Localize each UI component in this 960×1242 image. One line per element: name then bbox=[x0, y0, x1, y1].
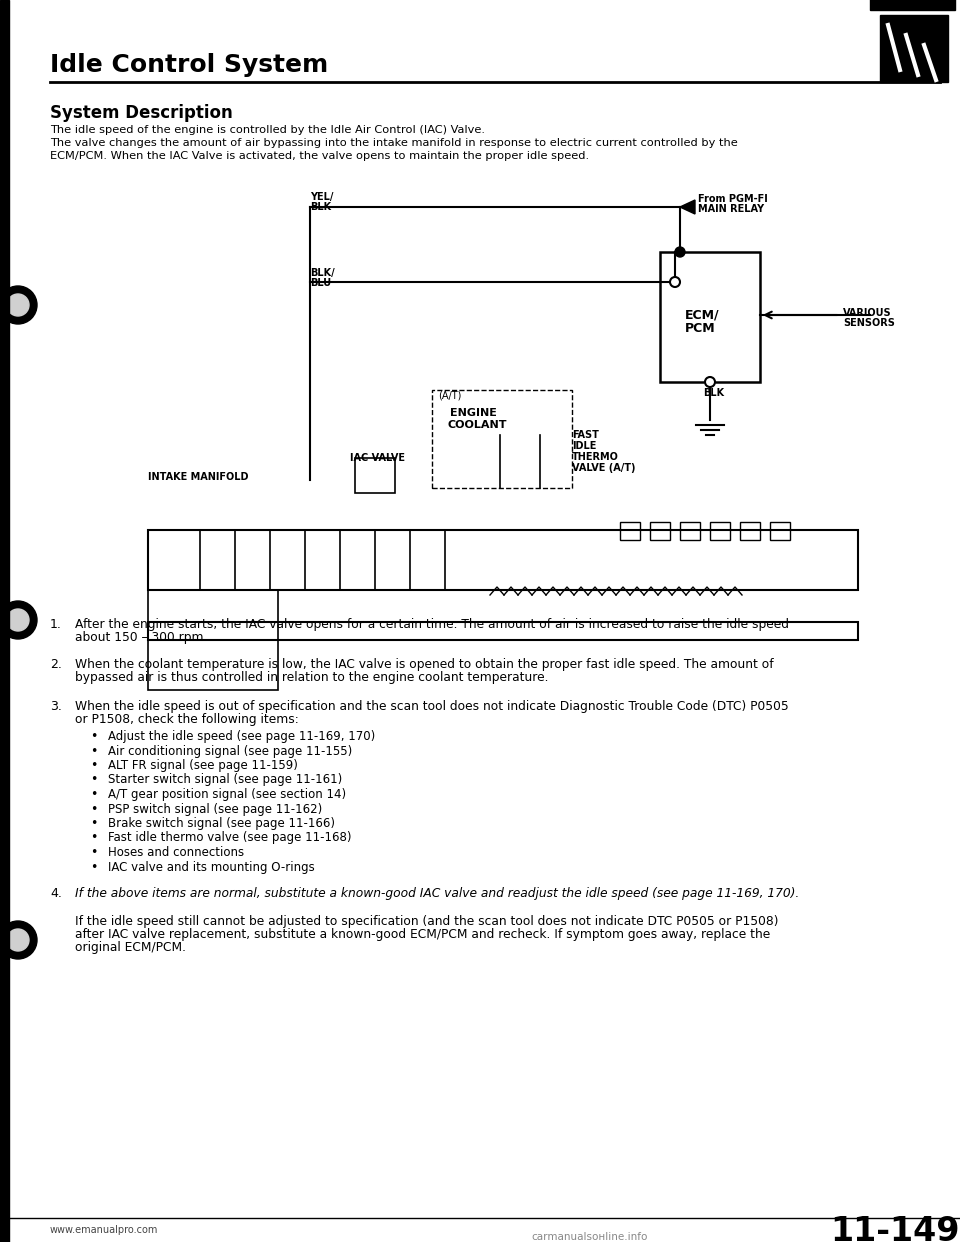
Text: •: • bbox=[90, 817, 97, 830]
Text: Starter switch signal (see page 11-161): Starter switch signal (see page 11-161) bbox=[108, 774, 343, 786]
Text: IAC valve and its mounting O-rings: IAC valve and its mounting O-rings bbox=[108, 861, 315, 873]
Circle shape bbox=[7, 294, 29, 315]
Text: If the above items are normal, substitute a known-good IAC valve and readjust th: If the above items are normal, substitut… bbox=[75, 887, 800, 900]
Text: When the idle speed is out of specification and the scan tool does not indicate : When the idle speed is out of specificat… bbox=[75, 700, 789, 713]
Text: carmanualsонline.info: carmanualsонline.info bbox=[532, 1232, 648, 1242]
Text: COOLANT: COOLANT bbox=[448, 420, 508, 430]
Text: BLU: BLU bbox=[310, 278, 331, 288]
Text: Fast idle thermo valve (see page 11-168): Fast idle thermo valve (see page 11-168) bbox=[108, 831, 351, 845]
Bar bbox=[148, 530, 858, 590]
Bar bbox=[770, 522, 790, 540]
Circle shape bbox=[0, 286, 37, 324]
Bar bbox=[148, 590, 278, 691]
Text: Brake switch signal (see page 11-166): Brake switch signal (see page 11-166) bbox=[108, 817, 335, 830]
Text: BLK: BLK bbox=[703, 388, 724, 397]
Polygon shape bbox=[880, 15, 948, 82]
Text: ALT FR signal (see page 11-159): ALT FR signal (see page 11-159) bbox=[108, 759, 298, 773]
Bar bbox=[660, 252, 760, 383]
Text: THERMO: THERMO bbox=[572, 452, 619, 462]
Text: A/T gear position signal (see section 14): A/T gear position signal (see section 14… bbox=[108, 787, 347, 801]
Bar bbox=[355, 458, 395, 493]
Text: From PGM-FI: From PGM-FI bbox=[698, 194, 768, 204]
Text: •: • bbox=[90, 861, 97, 873]
Circle shape bbox=[675, 247, 685, 257]
Circle shape bbox=[0, 601, 37, 638]
Text: IAC VALVE: IAC VALVE bbox=[350, 453, 405, 463]
Text: •: • bbox=[90, 744, 97, 758]
Text: Hoses and connections: Hoses and connections bbox=[108, 846, 244, 859]
Text: If the idle speed still cannot be adjusted to specification (and the scan tool d: If the idle speed still cannot be adjust… bbox=[75, 915, 779, 928]
Bar bbox=[620, 522, 640, 540]
Text: Idle Control System: Idle Control System bbox=[50, 53, 328, 77]
Text: 1.: 1. bbox=[50, 619, 61, 631]
Text: FAST: FAST bbox=[572, 430, 599, 440]
Text: •: • bbox=[90, 802, 97, 816]
Text: SENSORS: SENSORS bbox=[843, 318, 895, 328]
Text: bypassed air is thus controlled in relation to the engine coolant temperature.: bypassed air is thus controlled in relat… bbox=[75, 671, 548, 684]
Text: •: • bbox=[90, 730, 97, 743]
Bar bbox=[680, 522, 700, 540]
Text: VARIOUS: VARIOUS bbox=[843, 308, 892, 318]
Bar bbox=[650, 522, 670, 540]
Text: YEL/: YEL/ bbox=[310, 193, 333, 202]
Bar bbox=[740, 522, 760, 540]
Bar bbox=[432, 390, 572, 488]
Text: •: • bbox=[90, 787, 97, 801]
Text: about 150 – 300 rpm.: about 150 – 300 rpm. bbox=[75, 631, 207, 645]
Text: 11-149: 11-149 bbox=[830, 1215, 959, 1242]
Text: VALVE (A/T): VALVE (A/T) bbox=[572, 463, 636, 473]
Circle shape bbox=[7, 929, 29, 951]
Text: 3.: 3. bbox=[50, 700, 61, 713]
Circle shape bbox=[0, 922, 37, 959]
Text: The idle speed of the engine is controlled by the Idle Air Control (IAC) Valve.: The idle speed of the engine is controll… bbox=[50, 125, 485, 135]
Text: •: • bbox=[90, 759, 97, 773]
Text: (A/T): (A/T) bbox=[438, 391, 462, 401]
Text: After the engine starts, the IAC valve opens for a certain time. The amount of a: After the engine starts, the IAC valve o… bbox=[75, 619, 789, 631]
Polygon shape bbox=[680, 200, 695, 214]
Text: Air conditioning signal (see page 11-155): Air conditioning signal (see page 11-155… bbox=[108, 744, 352, 758]
Text: Adjust the idle speed (see page 11-169, 170): Adjust the idle speed (see page 11-169, … bbox=[108, 730, 375, 743]
Text: BLK: BLK bbox=[310, 202, 331, 212]
Bar bbox=[148, 622, 858, 640]
Text: or P1508, check the following items:: or P1508, check the following items: bbox=[75, 713, 299, 727]
Circle shape bbox=[670, 277, 680, 287]
Text: PSP switch signal (see page 11-162): PSP switch signal (see page 11-162) bbox=[108, 802, 323, 816]
Text: 2.: 2. bbox=[50, 658, 61, 671]
Bar bbox=[0, 0, 9, 1242]
Text: System Description: System Description bbox=[50, 104, 232, 122]
Text: MAIN RELAY: MAIN RELAY bbox=[698, 204, 764, 214]
Text: INTAKE MANIFOLD: INTAKE MANIFOLD bbox=[148, 472, 249, 482]
Text: •: • bbox=[90, 774, 97, 786]
Text: original ECM/PCM.: original ECM/PCM. bbox=[75, 941, 186, 954]
Text: 4.: 4. bbox=[50, 887, 61, 900]
Circle shape bbox=[7, 609, 29, 631]
Text: ECM/: ECM/ bbox=[685, 308, 720, 320]
Text: The valve changes the amount of air bypassing into the intake manifold in respon: The valve changes the amount of air bypa… bbox=[50, 138, 737, 148]
Text: BLK/: BLK/ bbox=[310, 268, 335, 278]
Text: after IAC valve replacement, substitute a known-good ECM/PCM and recheck. If sym: after IAC valve replacement, substitute … bbox=[75, 928, 770, 941]
Text: PCM: PCM bbox=[685, 322, 715, 335]
Text: •: • bbox=[90, 831, 97, 845]
Text: ENGINE: ENGINE bbox=[450, 409, 497, 419]
Text: www.emanualpro.com: www.emanualpro.com bbox=[50, 1225, 158, 1235]
Circle shape bbox=[705, 378, 715, 388]
FancyArrowPatch shape bbox=[765, 312, 837, 318]
Bar bbox=[710, 522, 730, 540]
Text: •: • bbox=[90, 846, 97, 859]
Bar bbox=[870, 0, 955, 10]
Text: IDLE: IDLE bbox=[572, 441, 596, 451]
Text: When the coolant temperature is low, the IAC valve is opened to obtain the prope: When the coolant temperature is low, the… bbox=[75, 658, 774, 671]
Text: ECM/PCM. When the IAC Valve is activated, the valve opens to maintain the proper: ECM/PCM. When the IAC Valve is activated… bbox=[50, 152, 589, 161]
